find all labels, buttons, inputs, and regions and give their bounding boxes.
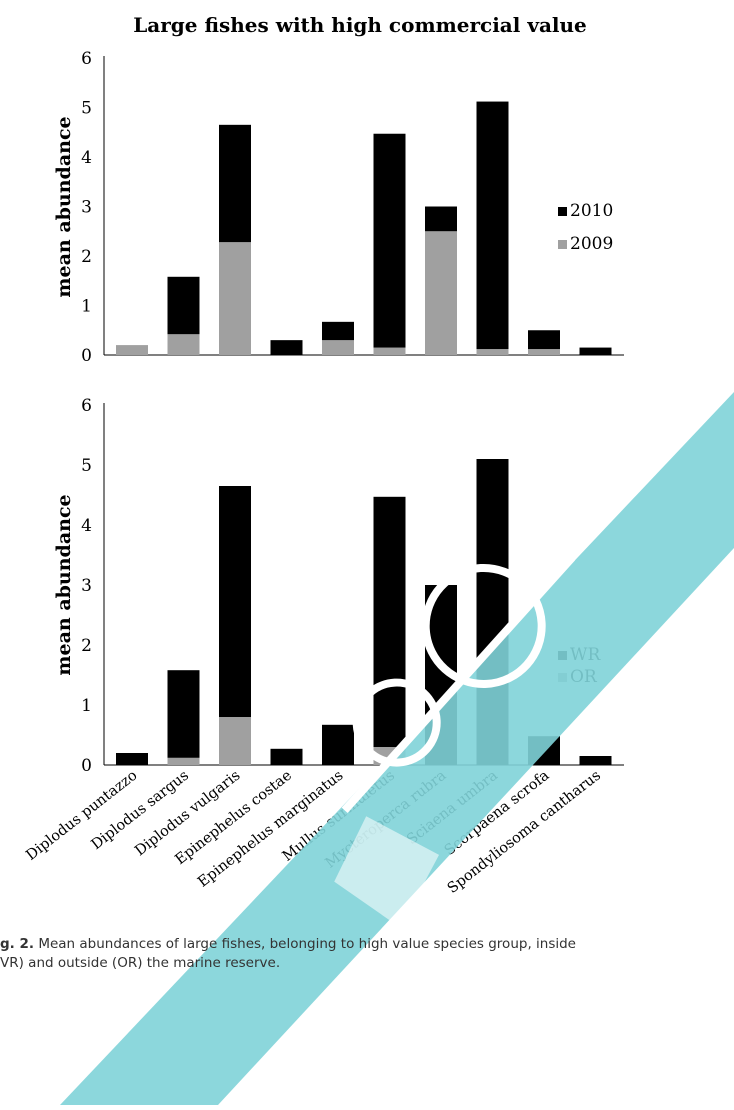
bar-2010-epinephelus-marginatus	[322, 321, 354, 341]
y-tick-label: 1	[81, 297, 92, 317]
y-tick-label: 5	[81, 99, 92, 119]
bar-2009-mycteroperca-rubra	[425, 231, 457, 355]
bar-2010-spondyliosoma-cantharus	[579, 347, 612, 355]
bar-or-diplodus-vulgaris	[219, 717, 251, 765]
caption-label: g. 2.	[0, 936, 35, 952]
bar-2010-mycteroperca-rubra	[425, 206, 457, 232]
bar-2010-mullus-surmuletus	[373, 133, 406, 348]
chart-top: 0 1 2 3 4 5 6 mean abundance 2010 2009	[53, 49, 624, 366]
bar-2009-diplodus-puntazzo	[116, 345, 148, 355]
watermark-line-3: DISTRIBUTION OR COMMERCIAL USE.	[484, 749, 734, 954]
bar-or-diplodus-sargus	[167, 757, 200, 765]
bar-wr-spondyliosoma-cantharus	[579, 756, 612, 765]
caption-text-1: Mean abundances of large fishes, belongi…	[38, 936, 576, 952]
publisher-logo-icon: elsevier	[334, 554, 576, 928]
bar-2009-diplodus-sargus	[167, 334, 200, 355]
y-tick-label: 3	[81, 198, 92, 218]
bar-2010-scorpaena-scrofa	[528, 330, 560, 350]
y-tick-label: 0	[81, 346, 92, 366]
y-tick-label: 4	[81, 148, 92, 168]
legend-swatch-2010	[558, 207, 567, 216]
figure-caption: g. 2. Mean abundances of large fishes, b…	[0, 935, 734, 973]
bar-2009-mullus-surmuletus	[373, 347, 406, 355]
figure-title: Large fishes with high commercial value	[133, 13, 587, 37]
bar-wr-mullus-surmuletus	[373, 496, 406, 747]
y-tick-label: 6	[81, 49, 92, 69]
bar-2009-diplodus-vulgaris	[219, 242, 251, 355]
legend-swatch-2009	[558, 240, 567, 249]
bar-wr-epinephelus-marginatus	[322, 724, 354, 765]
bar-2009-epinephelus-marginatus	[322, 340, 354, 355]
y-tick-label: 2	[81, 636, 92, 656]
legend-label-2009: 2009	[570, 234, 613, 254]
y-axis-label: mean abundance	[53, 494, 75, 675]
y-tick-label: 1	[81, 696, 92, 716]
legend-label-2010: 2010	[570, 201, 613, 221]
bar-2009-scorpaena-scrofa	[528, 349, 560, 355]
bar-wr-diplodus-puntazzo	[116, 753, 148, 765]
bar-wr-epinephelus-costae	[270, 748, 303, 765]
bar-2009-sciaena-umbra	[476, 349, 509, 355]
bar-wr-diplodus-sargus	[167, 670, 200, 758]
bar-wr-diplodus-vulgaris	[219, 486, 251, 717]
bar-2010-diplodus-vulgaris	[219, 124, 251, 243]
logo-ring-2	[352, 678, 441, 767]
logo-bar	[341, 554, 576, 813]
y-axis-label: mean abundance	[53, 116, 75, 297]
logo-text: elsevier	[420, 700, 424, 704]
caption-line-1: g. 2. Mean abundances of large fishes, b…	[0, 935, 734, 954]
y-tick-label: 0	[81, 756, 92, 776]
bar-2010-sciaena-umbra	[476, 101, 509, 350]
bar-2010-diplodus-sargus	[167, 276, 200, 335]
bar-2010-epinephelus-costae	[270, 340, 303, 355]
y-tick-label: 6	[81, 396, 92, 416]
y-tick-label: 2	[81, 247, 92, 267]
logo-ring-1	[421, 563, 546, 688]
y-tick-label: 5	[81, 456, 92, 476]
y-tick-label: 3	[81, 576, 92, 596]
logo-shield	[334, 816, 440, 928]
caption-line-2: VR) and outside (OR) the marine reserve.	[0, 955, 281, 971]
y-tick-label: 4	[81, 516, 92, 536]
